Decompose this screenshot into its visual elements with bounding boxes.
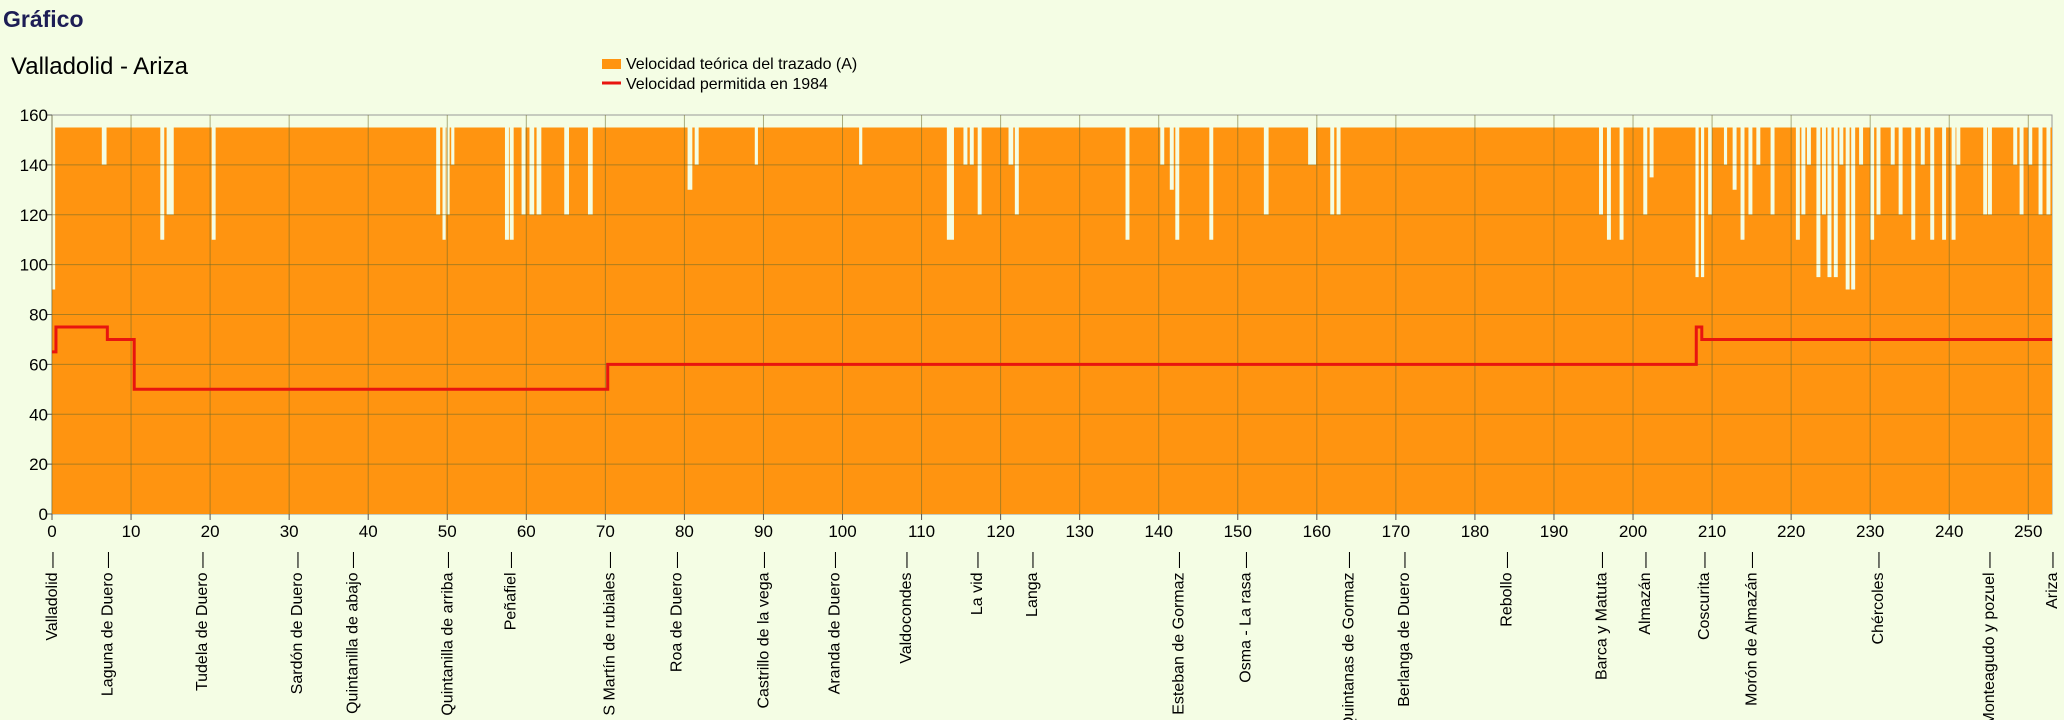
station-label: Morón de Almazán —: [1744, 552, 1761, 706]
station-label: Laguna de Duero —: [99, 552, 116, 696]
x-tick-label: 220: [1777, 522, 1805, 541]
x-tick-label: 30: [280, 522, 299, 541]
y-tick-label: 120: [20, 206, 48, 225]
permitida-line-layer: [52, 325, 2052, 391]
x-tick-label: 170: [1382, 522, 1410, 541]
x-tick-label: 130: [1065, 522, 1093, 541]
y-tick-label: 140: [20, 156, 48, 175]
x-tick-label: 70: [596, 522, 615, 541]
station-label: Berlanga de Duero —: [1396, 552, 1413, 707]
station-label: Castrillo de la vega —: [755, 552, 772, 709]
x-tick-label: 210: [1698, 522, 1726, 541]
station-label: Quintanilla de arriba —: [439, 552, 456, 716]
x-tick-label: 120: [986, 522, 1014, 541]
station-label: Quintanilla de abajo —: [344, 552, 361, 714]
x-tick-label: 40: [359, 522, 378, 541]
station-label: Osma - La rasa —: [1238, 552, 1255, 683]
y-tick-label: 40: [29, 405, 48, 424]
station-label: Rebollo —: [1499, 552, 1516, 627]
legend-label-teorica: Velocidad teórica del trazado (A): [626, 56, 857, 73]
page-heading: Gráfico: [3, 6, 84, 32]
station-label: Roa de Duero —: [669, 552, 686, 672]
legend-swatch-teorica: [602, 59, 621, 69]
station-label: Tudela de Duero —: [194, 552, 211, 691]
station-label: S Martín de rubiales —: [601, 552, 618, 716]
y-tick-label: 80: [29, 306, 48, 325]
x-tick-label: 50: [438, 522, 457, 541]
x-tick-label: 250: [2014, 522, 2042, 541]
station-label: Chércoles —: [1870, 552, 1887, 644]
x-tick-label: 200: [1619, 522, 1647, 541]
x-tick-label: 230: [1856, 522, 1884, 541]
x-tick-label: 190: [1540, 522, 1568, 541]
station-label: Ariza —: [2044, 552, 2061, 609]
station-label: Quintanas de Gormaz —: [1340, 552, 1357, 720]
x-tick-label: 140: [1145, 522, 1173, 541]
station-label: S. Esteban de Gormaz —: [1170, 552, 1187, 720]
x-tick-label: 240: [1935, 522, 1963, 541]
station-labels: Valladolid — Laguna de Duero — Tudela de D…: [44, 552, 2061, 720]
x-tick-label: 100: [828, 522, 856, 541]
x-tick-label: 110: [908, 522, 935, 541]
station-label: Monteagudo y pozuel —: [1981, 552, 1998, 720]
x-tick-label: 20: [201, 522, 220, 541]
y-tick-label: 160: [20, 106, 48, 125]
x-tick-label: 0: [47, 522, 56, 541]
y-tick-label: 0: [39, 505, 48, 524]
x-tick-label: 90: [754, 522, 773, 541]
x-tick-label: 160: [1303, 522, 1331, 541]
x-tick-label: 180: [1461, 522, 1489, 541]
legend-label-permitida: Velocidad permitida en 1984: [626, 76, 828, 93]
teorica-area-fill: [52, 127, 2052, 514]
y-axis-ticks: 0 20 40 60 80 100 120 140 160: [20, 106, 52, 524]
station-label: Peñafiel —: [502, 552, 519, 630]
station-label: Langa —: [1024, 552, 1041, 617]
x-tick-label: 80: [675, 522, 694, 541]
station-label: Almazán —: [1637, 552, 1654, 635]
x-tick-label: 10: [122, 522, 141, 541]
station-label: La vid —: [969, 552, 986, 615]
station-label: Valladolid —: [44, 552, 61, 641]
chart-title: Valladolid - Ariza: [11, 53, 189, 80]
station-label: Barca y Matuta —: [1593, 552, 1610, 680]
station-label: Sardón de Duero —: [289, 552, 306, 694]
y-tick-label: 100: [20, 256, 48, 275]
station-label: Coscurita —: [1696, 552, 1713, 640]
permitida-line: [52, 325, 2052, 391]
teorica-area: [52, 127, 2052, 514]
y-tick-label: 20: [29, 455, 48, 474]
y-tick-label: 60: [29, 355, 48, 374]
x-axis-ticks: 0 10 20 30 40 50 60 70 80 90 100 110 120 130 140 150 160…: [47, 514, 2042, 541]
station-label: Valdocondes —: [898, 552, 915, 664]
station-label: Aranda de Duero —: [827, 552, 844, 694]
x-tick-label: 150: [1224, 522, 1252, 541]
chart-legend: Velocidad teórica del trazado (A) Veloci…: [602, 56, 857, 93]
x-tick-label: 60: [517, 522, 536, 541]
